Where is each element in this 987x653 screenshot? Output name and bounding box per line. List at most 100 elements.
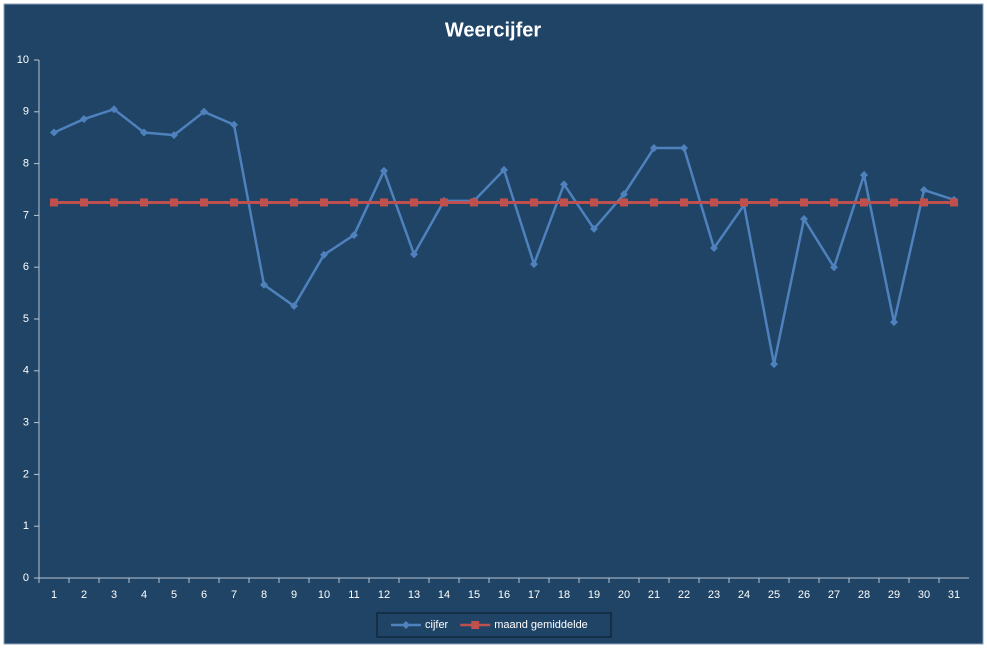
point [230,198,238,207]
point [380,166,388,175]
x-tick-label: 16 [498,589,510,601]
point [620,190,628,199]
point [830,263,838,272]
x-tick-label: 7 [231,589,237,601]
point [260,198,268,207]
x-tick-label: 18 [558,589,570,601]
point [530,198,538,207]
chart-background [3,3,984,645]
x-tick-label: 6 [201,589,207,601]
point [560,180,568,189]
x-tick-label: 2 [81,589,87,601]
point [50,198,58,207]
point [170,198,178,207]
x-tick-label: 20 [618,589,630,601]
x-tick-label: 19 [588,589,600,601]
x-tick-label: 27 [828,589,840,601]
point [890,318,898,327]
y-tick-label: 7 [23,209,29,221]
point [560,198,568,207]
point [770,198,778,207]
x-tick-label: 3 [111,589,117,601]
x-tick-label: 23 [708,589,720,601]
x-tick-label: 10 [318,589,330,601]
point [500,165,508,174]
point [80,115,88,124]
point [80,198,88,207]
x-tick-label: 5 [171,589,177,601]
x-tick-label: 24 [738,589,750,601]
point [830,198,838,207]
point [350,231,358,240]
legend-label: cijfer [425,619,449,631]
point [320,250,328,259]
x-tick-label: 14 [438,589,450,601]
point [590,224,598,233]
point [260,280,268,289]
y-tick-label: 2 [23,468,29,480]
y-tick-label: 9 [23,106,29,118]
point [800,215,808,224]
point [290,302,298,311]
point [650,198,658,207]
y-tick-label: 4 [23,365,29,377]
point [200,107,208,116]
point [140,198,148,207]
x-tick-label: 31 [948,589,960,601]
point [110,105,118,114]
x-tick-label: 17 [528,589,540,601]
point [680,198,688,207]
point [140,128,148,137]
x-tick-label: 28 [858,589,870,601]
point [740,198,748,207]
point [710,244,718,253]
x-tick-label: 22 [678,589,690,601]
point [920,186,928,195]
point [410,250,418,259]
y-tick-label: 5 [23,313,29,325]
x-tick-label: 26 [798,589,810,601]
x-tick-label: 29 [888,589,900,601]
x-tick-label: 25 [768,589,780,601]
point [650,144,658,153]
point [860,170,868,179]
y-tick-label: 3 [23,417,29,429]
point [410,198,418,207]
y-tick-label: 0 [23,572,29,584]
point [350,198,358,207]
x-tick-label: 21 [648,589,660,601]
point [920,198,928,207]
point [50,128,58,137]
point [590,198,598,207]
legend-box [376,612,612,638]
x-tick-label: 30 [918,589,930,601]
point [320,198,328,207]
point [890,198,898,207]
point [770,360,778,369]
x-tick-label: 11 [348,589,359,601]
point [290,198,298,207]
y-tick-label: 6 [23,261,29,273]
point [230,120,238,129]
x-tick-label: 9 [291,589,297,601]
legend-label: maand gemiddelde [494,619,588,631]
point [380,198,388,207]
y-tick-label: 1 [23,520,29,532]
point [170,131,178,140]
x-tick-label: 8 [261,589,267,601]
x-tick-label: 4 [141,589,147,601]
x-tick-label: 12 [378,589,390,601]
y-tick-label: 8 [23,158,29,170]
x-tick-label: 15 [468,589,480,601]
point [471,621,480,629]
x-tick-label: 13 [408,589,420,601]
point [800,198,808,207]
point [200,198,208,207]
point [402,621,410,629]
point [470,198,478,207]
point [440,198,448,207]
point [530,260,538,269]
point [950,198,958,207]
point [860,198,868,207]
